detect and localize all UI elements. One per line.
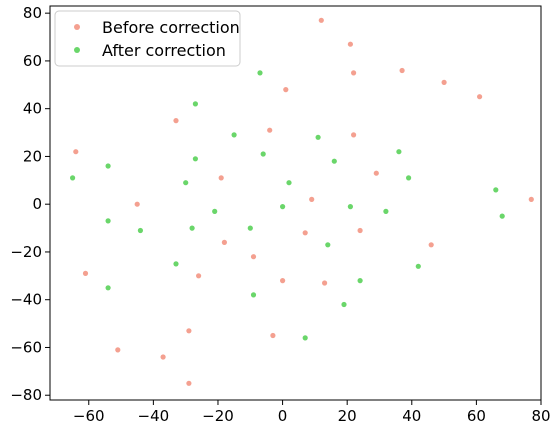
legend-label-after: After correction bbox=[102, 41, 226, 60]
point-series-0-6 bbox=[283, 87, 289, 93]
point-series-1-24 bbox=[173, 261, 179, 267]
point-series-1-23 bbox=[325, 242, 331, 248]
point-series-0-16 bbox=[302, 230, 308, 236]
axis-ticks: −60 −40 −20 0 20 40 60 80 −80 −60 −40 −20 0 20 40 60 80 bbox=[10, 4, 550, 424]
point-series-0-9 bbox=[351, 132, 357, 138]
point-series-0-0 bbox=[318, 17, 324, 23]
point-series-1-30 bbox=[302, 335, 308, 341]
x-tick-label-4: 20 bbox=[338, 407, 357, 424]
point-series-1-7 bbox=[192, 156, 198, 162]
point-series-0-2 bbox=[351, 70, 357, 76]
point-series-1-29 bbox=[341, 301, 347, 308]
point-series-0-25 bbox=[270, 332, 276, 339]
y-tick-label-3: −20 bbox=[10, 243, 42, 261]
point-series-0-27 bbox=[115, 347, 121, 353]
point-series-0-7 bbox=[173, 118, 179, 124]
point-series-0-22 bbox=[196, 273, 202, 279]
point-series-1-13 bbox=[493, 187, 499, 193]
x-tick-label-2: −20 bbox=[202, 407, 234, 424]
y-tick-label-0: −80 bbox=[10, 386, 42, 404]
legend-marker-after bbox=[74, 47, 80, 53]
point-series-1-15 bbox=[280, 204, 286, 210]
point-series-0-21 bbox=[82, 270, 89, 276]
point-series-1-14 bbox=[212, 208, 218, 214]
point-series-1-9 bbox=[70, 175, 76, 181]
point-series-0-11 bbox=[218, 175, 224, 181]
point-series-0-23 bbox=[280, 278, 286, 284]
point-series-0-12 bbox=[373, 170, 379, 176]
point-series-1-26 bbox=[357, 278, 363, 284]
x-tick-label-0: −60 bbox=[73, 407, 105, 424]
legend-marker-before bbox=[74, 24, 80, 30]
points-layer bbox=[70, 17, 534, 386]
y-tick-label-2: −40 bbox=[10, 291, 42, 309]
point-series-0-15 bbox=[134, 201, 140, 207]
x-tick-label-1: −40 bbox=[138, 407, 170, 424]
point-series-1-21 bbox=[189, 225, 195, 231]
point-series-1-10 bbox=[183, 180, 189, 186]
point-series-1-25 bbox=[415, 263, 421, 269]
y-tick-label-7: 60 bbox=[23, 52, 42, 70]
point-series-0-4 bbox=[441, 79, 447, 85]
point-series-0-17 bbox=[357, 227, 363, 234]
point-series-0-13 bbox=[309, 196, 315, 202]
y-tick-label-8: 80 bbox=[23, 4, 42, 22]
point-series-1-27 bbox=[105, 285, 111, 291]
point-series-1-5 bbox=[396, 149, 402, 155]
legend-box bbox=[54, 10, 241, 67]
x-tick-label-5: 40 bbox=[402, 407, 421, 424]
point-series-0-20 bbox=[250, 254, 257, 260]
point-series-1-12 bbox=[406, 175, 412, 181]
point-series-1-20 bbox=[137, 227, 143, 234]
y-tick-label-5: 20 bbox=[23, 147, 42, 165]
point-series-1-0 bbox=[257, 70, 263, 76]
point-series-1-1 bbox=[192, 101, 198, 107]
point-series-1-11 bbox=[286, 180, 292, 186]
x-tick-label-3: 0 bbox=[278, 407, 288, 424]
point-series-0-26 bbox=[186, 328, 192, 334]
point-series-0-1 bbox=[347, 41, 353, 47]
point-series-1-17 bbox=[383, 208, 389, 214]
point-series-0-10 bbox=[73, 149, 79, 155]
plot-frame bbox=[49, 5, 542, 401]
point-series-1-6 bbox=[331, 158, 337, 164]
point-series-1-8 bbox=[105, 163, 111, 169]
point-series-0-19 bbox=[221, 239, 227, 245]
y-tick-label-1: −60 bbox=[10, 338, 42, 356]
x-tick-label-7: 80 bbox=[531, 407, 550, 424]
point-series-0-28 bbox=[160, 354, 166, 360]
point-series-1-18 bbox=[499, 213, 505, 219]
point-series-1-19 bbox=[105, 218, 111, 224]
point-series-0-18 bbox=[428, 242, 434, 248]
y-tick-label-6: 40 bbox=[23, 100, 42, 118]
point-series-0-8 bbox=[267, 127, 273, 133]
point-series-0-5 bbox=[477, 94, 483, 100]
point-series-1-2 bbox=[231, 132, 237, 138]
point-series-0-3 bbox=[399, 67, 405, 74]
point-series-0-24 bbox=[322, 280, 328, 286]
point-series-1-28 bbox=[250, 292, 257, 298]
y-tick-label-4: 0 bbox=[32, 195, 42, 213]
point-series-0-14 bbox=[528, 196, 534, 202]
x-tick-label-6: 60 bbox=[467, 407, 486, 424]
point-series-1-4 bbox=[260, 151, 266, 157]
point-series-1-3 bbox=[315, 134, 321, 140]
legend-label-before: Before correction bbox=[102, 18, 240, 37]
point-series-1-22 bbox=[247, 225, 253, 231]
legend: Before correction After correction bbox=[54, 10, 241, 67]
point-series-0-29 bbox=[186, 380, 192, 386]
point-series-1-16 bbox=[347, 204, 353, 210]
